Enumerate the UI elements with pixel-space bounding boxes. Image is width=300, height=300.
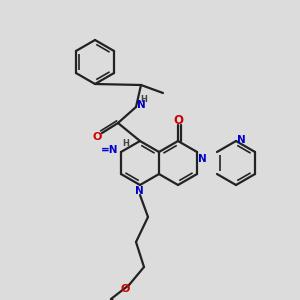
Text: O: O [92,132,102,142]
Text: N: N [237,135,246,145]
Text: =N: =N [100,145,118,155]
Text: N: N [198,154,207,164]
Text: N: N [137,100,146,110]
Text: O: O [120,284,130,294]
Text: H: H [141,94,147,103]
Text: N: N [135,186,143,196]
Text: O: O [173,113,183,127]
Text: H: H [122,139,129,148]
